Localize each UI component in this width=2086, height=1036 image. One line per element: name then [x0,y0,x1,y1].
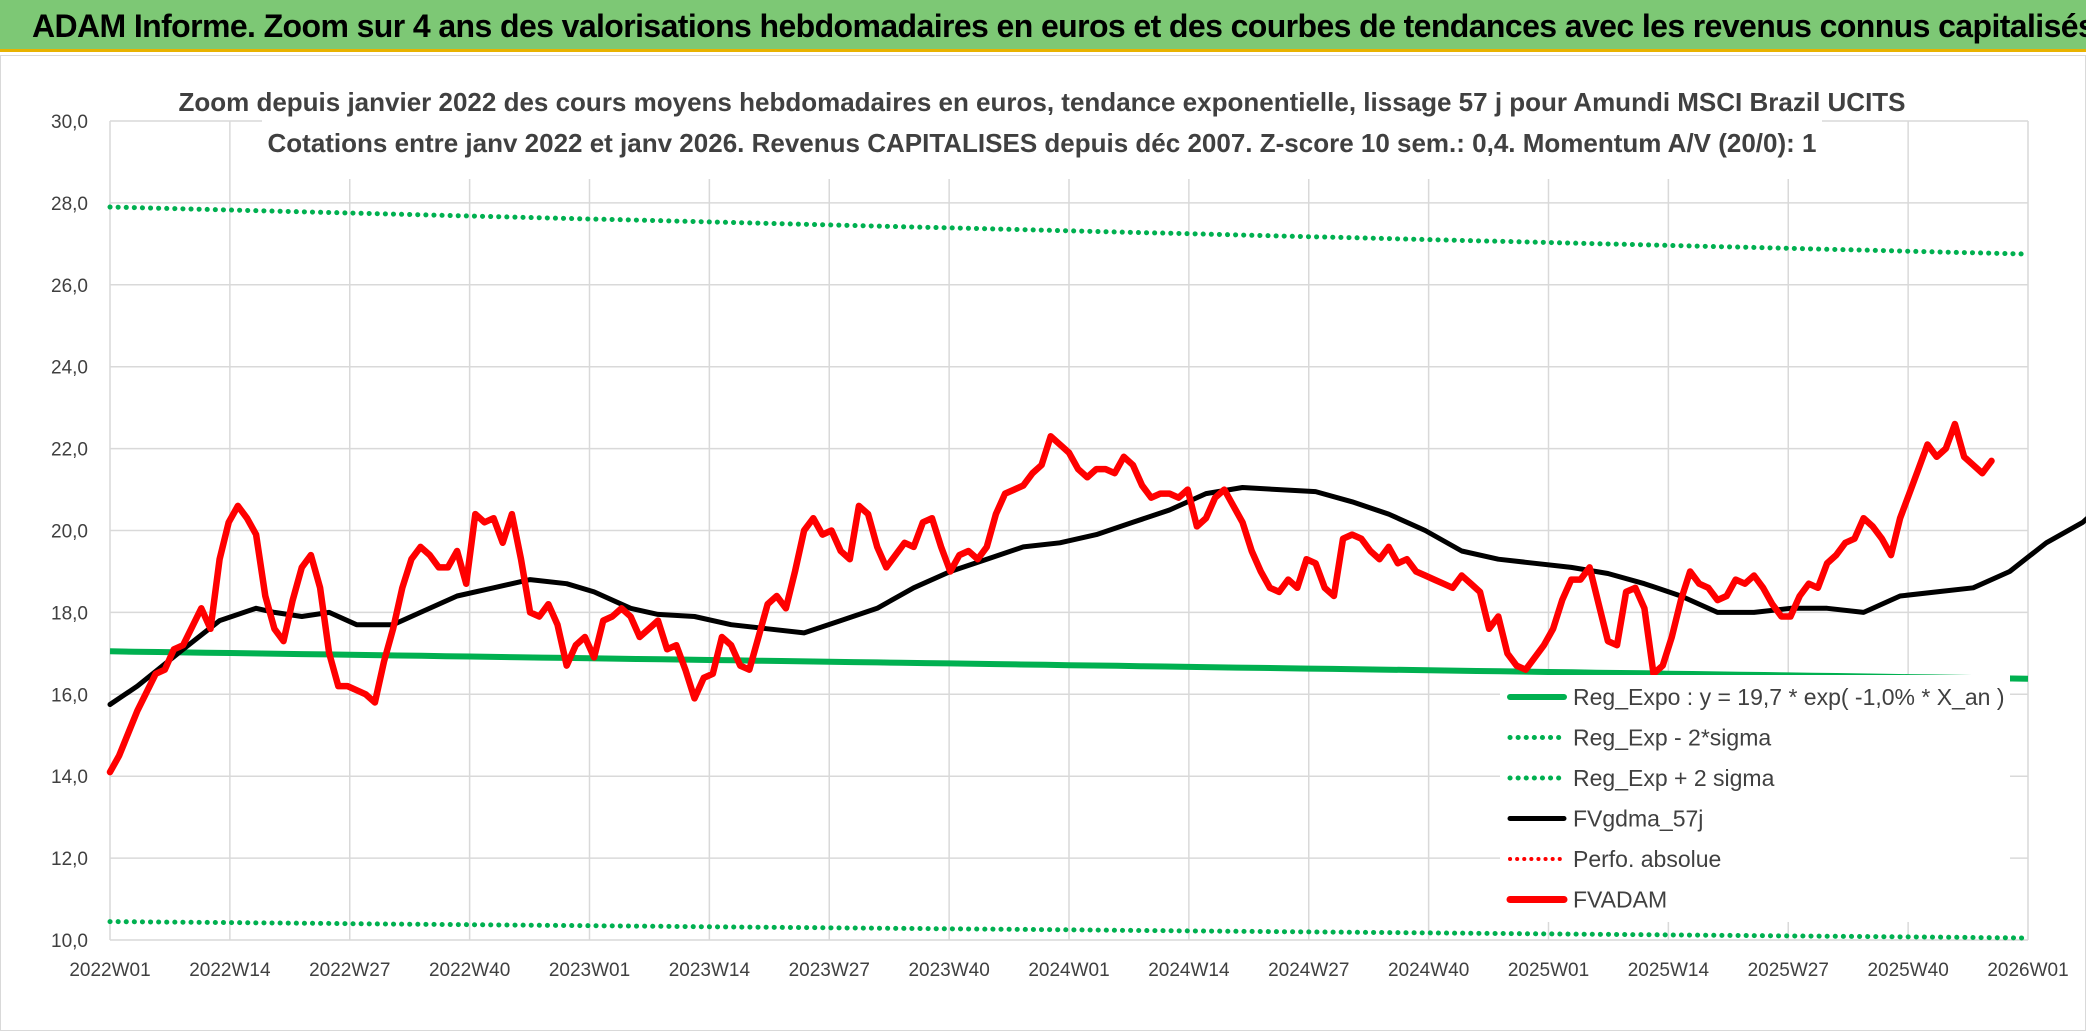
x-tick-label: 2023W40 [908,960,989,981]
x-tick-label: 2023W27 [789,960,870,981]
x-tick-label: 2022W40 [429,960,510,981]
legend-label-ma: FVgdma_57j [1573,806,1703,832]
y-tick-label: 14,0 [51,767,88,788]
price-chart: 10,0 12,0 14,0 16,0 18,0 20,0 22,0 24,0 26,0 28,0… [0,54,2086,1032]
x-tick-label: 2025W40 [1867,960,1948,981]
y-tick-label: 16,0 [51,685,88,706]
legend: Reg_Expo : y = 19,7 * exp( -1,0% * X_an … [1500,675,2010,922]
y-axis: 10,0 12,0 14,0 16,0 18,0 20,0 22,0 24,0 26,0 28,0… [51,112,88,952]
x-tick-label: 2024W40 [1388,960,1469,981]
x-tick-label: 2025W27 [1748,960,1829,981]
chart-frame: 10,0 12,0 14,0 16,0 18,0 20,0 22,0 24,0 26,0 28,0… [0,54,2086,1032]
series-fvadam [106,420,1995,776]
series-moving-average [107,485,2086,707]
report-title: ADAM Informe. Zoom sur 4 ans des valoris… [32,8,2086,44]
x-axis: 2022W01 2022W14 2022W27 2022W40 2023W01 2023W… [69,960,2068,981]
chart-title-line-1: Zoom depuis janvier 2022 des cours moyen… [178,87,1905,117]
y-tick-label: 24,0 [51,358,88,379]
legend-label-perfo: Perfo. absolue [1573,846,1721,872]
x-tick-label: 2024W27 [1268,960,1349,981]
y-tick-label: 20,0 [51,522,88,543]
x-tick-label: 2025W14 [1628,960,1710,981]
y-tick-label: 28,0 [51,194,88,215]
x-tick-label: 2022W27 [309,960,390,981]
x-tick-label: 2026W01 [1987,960,2068,981]
x-tick-label: 2022W01 [69,960,150,981]
y-tick-label: 10,0 [51,931,88,952]
x-tick-label: 2023W14 [669,960,751,981]
x-tick-label: 2024W14 [1148,960,1230,981]
y-tick-label: 12,0 [51,849,88,870]
chart-title-line-2: Cotations entre janv 2022 et janv 2026. … [268,128,1817,158]
legend-label-fvadam: FVADAM [1573,887,1667,913]
legend-label-reg: Reg_Expo : y = 19,7 * exp( -1,0% * X_an … [1573,684,2005,710]
x-tick-label: 2024W01 [1028,960,1109,981]
y-tick-label: 18,0 [51,603,88,624]
legend-label-upper: Reg_Exp + 2 sigma [1573,765,1775,791]
x-tick-label: 2025W01 [1508,960,1589,981]
x-tick-label: 2023W01 [549,960,630,981]
series-group [106,204,2086,941]
legend-label-lower: Reg_Exp - 2*sigma [1573,725,1771,751]
y-tick-label: 30,0 [51,112,88,133]
series-regression [109,648,2029,682]
x-tick-label: 2022W14 [189,960,271,981]
header-banner: ADAM Informe. Zoom sur 4 ans des valoris… [0,0,2086,52]
y-tick-label: 22,0 [51,440,88,461]
y-tick-label: 26,0 [51,276,88,297]
title-backdrop [262,79,1822,179]
legend-backdrop [1500,675,2010,922]
